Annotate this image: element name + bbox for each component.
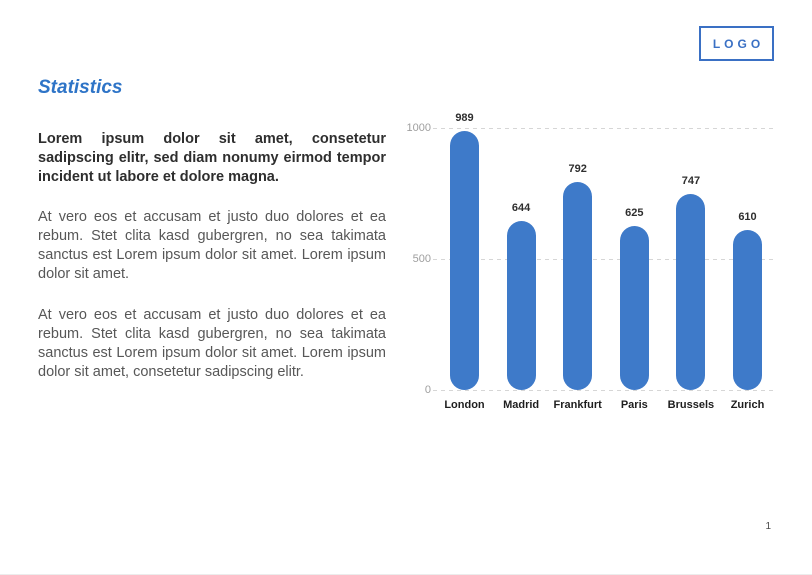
- bar-frankfurt: [563, 182, 593, 390]
- x-axis-label-london: London: [444, 399, 485, 411]
- x-axis-label-brussels: Brussels: [667, 399, 715, 411]
- bar-value-label-paris: 625: [625, 207, 644, 220]
- x-axis-label-zurich: Zurich: [730, 399, 765, 411]
- bar-paris: [619, 226, 649, 390]
- gridline-1000: [433, 128, 775, 129]
- body-paragraph-1: At vero eos et accusam et justo duo dolo…: [38, 209, 386, 282]
- bar-zurich: [733, 230, 762, 390]
- bar-value-label-frankfurt: 792: [568, 163, 587, 176]
- gridline-500: [433, 259, 775, 260]
- slide-title: Statistics: [38, 77, 123, 98]
- logo-text: LOGO: [712, 36, 765, 51]
- y-axis-tick-label-0: 0: [424, 384, 431, 396]
- bar-brussels: [676, 194, 706, 390]
- x-axis-label-madrid: Madrid: [503, 399, 540, 411]
- logo-box: LOGO: [699, 26, 774, 61]
- body-paragraph-2: At vero eos et accusam et justo duo dolo…: [38, 307, 386, 380]
- lead-paragraph: Lorem ipsum dolor sit amet, consetetur s…: [38, 131, 386, 185]
- gridline-0: [433, 390, 775, 391]
- bar-chart: 0 500 1000 989 London 644 Madrid 792 Frankfurt 62…: [405, 111, 790, 425]
- bar-value-label-zurich: 610: [738, 211, 757, 224]
- bar-london: [450, 130, 479, 390]
- y-axis-tick-label-1000: 1000: [406, 122, 431, 134]
- text-column: Statistics Lorem ipsum dolor sit amet, c…: [38, 76, 386, 382]
- page-number: 1: [765, 521, 771, 532]
- y-axis-tick-label-500: 500: [412, 253, 431, 265]
- bar-madrid: [506, 221, 536, 390]
- bar-value-label-brussels: 747: [681, 175, 701, 188]
- x-axis-label-frankfurt: Frankfurt: [553, 399, 602, 411]
- bar-value-label-london: 989: [455, 111, 474, 124]
- bar-value-label-madrid: 644: [511, 202, 531, 215]
- x-axis-label-paris: Paris: [620, 399, 648, 411]
